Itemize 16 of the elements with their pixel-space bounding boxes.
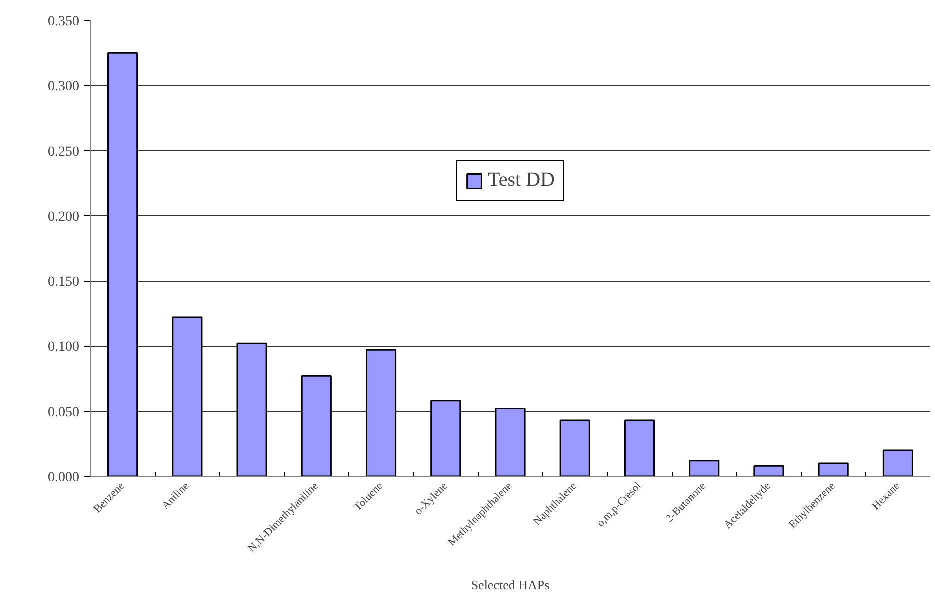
y-tick-label: 0.000 (48, 470, 80, 486)
legend-label: Test DD (488, 169, 555, 192)
bar (624, 420, 656, 476)
bar (560, 420, 590, 476)
y-tick-label: 0.250 (48, 144, 80, 160)
y-tick-label: 0.150 (48, 275, 80, 290)
y-tick-label: 0.300 (48, 80, 80, 95)
y-tick-label: 0.050 (48, 405, 80, 420)
y-tick-label: 0.200 (48, 210, 80, 225)
bar (882, 450, 914, 476)
bar (818, 462, 849, 476)
bar (689, 460, 720, 476)
bar (754, 465, 784, 476)
y-tick-label: 0.350 (48, 14, 80, 30)
y-tick-label: 0.100 (48, 340, 80, 356)
x-axis-title: Selected HAPs (471, 577, 550, 592)
